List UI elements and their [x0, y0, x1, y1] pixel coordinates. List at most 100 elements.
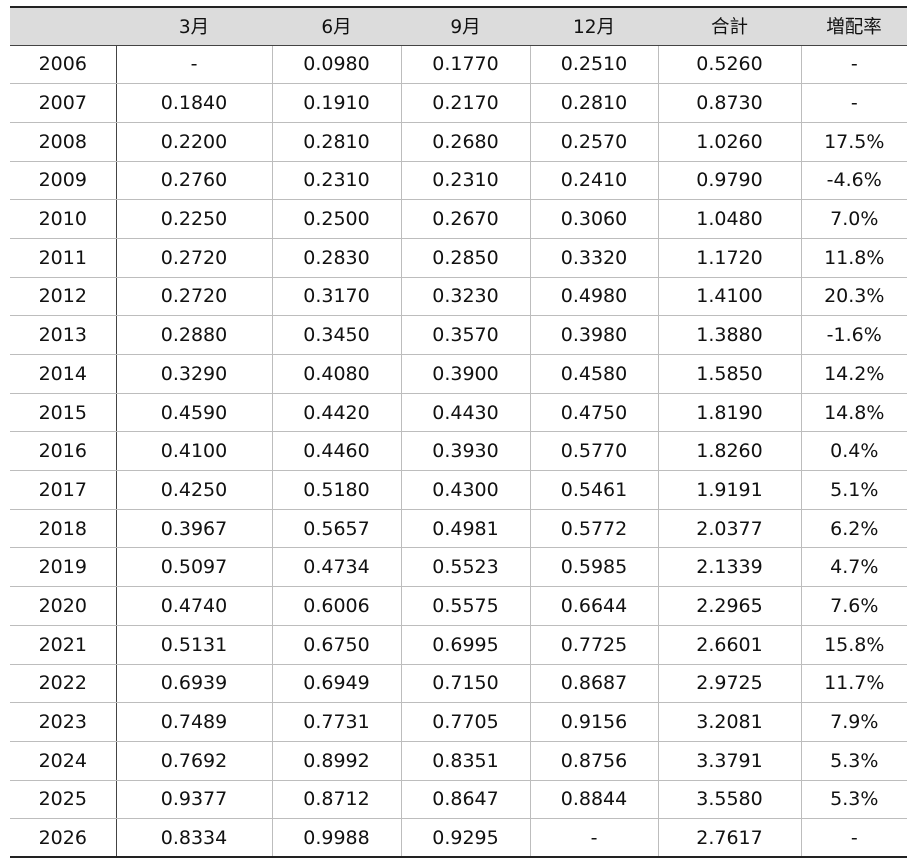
total-cell: 2.2965 — [657, 586, 801, 626]
growth-rate-cell: 5.1% — [800, 470, 907, 510]
december-cell: 0.9156 — [529, 702, 658, 742]
june-cell: 0.2310 — [271, 161, 401, 201]
table-row: 2020 0.4740 0.6006 0.5575 0.6644 2.2965 7.6% — [10, 586, 907, 626]
september-cell: 0.8351 — [400, 741, 530, 781]
december-cell: 0.8756 — [529, 741, 658, 781]
total-cell: 1.3880 — [657, 315, 801, 355]
growth-rate-cell: 7.0% — [800, 199, 907, 239]
march-cell: 0.6939 — [115, 664, 272, 704]
header-total: 合計 — [658, 6, 801, 46]
total-cell: 1.4100 — [657, 277, 801, 317]
year-cell: 2025 — [10, 780, 117, 820]
table-row: 2021 0.5131 0.6750 0.6995 0.7725 2.6601 15.8% — [10, 625, 907, 665]
september-cell: 0.2670 — [400, 199, 530, 239]
table-row: 2025 0.9377 0.8712 0.8647 0.8844 3.5580 5.3% — [10, 780, 907, 820]
year-cell: 2022 — [10, 664, 117, 704]
total-cell: 2.9725 — [657, 664, 801, 704]
march-cell: 0.4100 — [115, 431, 272, 472]
march-cell: 0.2250 — [115, 199, 272, 239]
september-cell: 0.4430 — [400, 393, 530, 433]
growth-rate-cell: 17.5% — [800, 122, 907, 162]
table-row: 2010 0.2250 0.2500 0.2670 0.3060 1.0480 7.0% — [10, 199, 907, 239]
september-cell: 0.4300 — [400, 470, 530, 510]
march-cell: 0.7489 — [115, 702, 272, 742]
june-cell: 0.4420 — [271, 393, 401, 433]
year-cell: 2017 — [10, 470, 117, 510]
june-cell: 0.3170 — [271, 277, 401, 317]
total-cell: 1.1720 — [657, 238, 801, 278]
december-cell: 0.5770 — [529, 431, 658, 472]
december-cell: 0.8687 — [529, 664, 658, 704]
march-cell: 0.2760 — [115, 161, 272, 201]
growth-rate-cell: 6.2% — [800, 509, 907, 549]
march-cell: 0.2880 — [115, 315, 272, 355]
march-cell: 0.7692 — [115, 741, 272, 781]
year-cell: 2009 — [10, 161, 117, 201]
june-cell: 0.3450 — [271, 315, 401, 355]
june-cell: 0.6949 — [271, 664, 401, 704]
year-cell: 2020 — [10, 586, 117, 626]
june-cell: 0.2810 — [271, 122, 401, 162]
december-cell: 0.5461 — [529, 470, 658, 510]
header-september: 9月 — [401, 6, 530, 46]
year-cell: 2007 — [10, 83, 117, 123]
year-cell: 2014 — [10, 354, 117, 394]
growth-rate-cell: 7.6% — [800, 586, 907, 626]
total-cell: 1.5850 — [657, 354, 801, 394]
year-cell: 2012 — [10, 277, 117, 317]
total-cell: 1.9191 — [657, 470, 801, 510]
table-row: 2019 0.5097 0.4734 0.5523 0.5985 2.1339 4.7% — [10, 547, 907, 588]
september-cell: 0.2680 — [400, 122, 530, 162]
june-cell: 0.1910 — [271, 83, 401, 123]
september-cell: 0.6995 — [400, 625, 530, 665]
table-row: 2006-0.0980 0.1770 0.2510 0.5260- — [10, 45, 907, 85]
table-row: 2022 0.6939 0.6949 0.7150 0.8687 2.9725 11.7% — [10, 664, 907, 704]
total-cell: 3.5580 — [657, 780, 801, 820]
june-cell: 0.6750 — [271, 625, 401, 665]
table-row: 2017 0.4250 0.5180 0.4300 0.5461 1.9191 5.1% — [10, 470, 907, 510]
table-row: 2007 0.1840 0.1910 0.2170 0.2810 0.8730- — [10, 83, 907, 123]
year-cell: 2008 — [10, 122, 117, 162]
year-cell: 2023 — [10, 702, 117, 742]
growth-rate-cell: 14.8% — [800, 393, 907, 433]
december-cell: 0.5772 — [529, 509, 658, 549]
december-cell: 0.8844 — [529, 780, 658, 820]
june-cell: 0.8712 — [271, 780, 401, 820]
year-cell: 2006 — [10, 45, 117, 85]
september-cell: 0.3930 — [400, 431, 530, 472]
december-cell: 0.3320 — [529, 238, 658, 278]
growth-rate-cell: 0.4% — [800, 431, 907, 472]
year-cell: 2010 — [10, 199, 117, 239]
growth-rate-cell: 5.3% — [800, 741, 907, 781]
march-cell: - — [115, 45, 272, 85]
december-cell: 0.5985 — [529, 547, 658, 588]
table-header: 3月 6月 9月 12月 合計 増配率 — [10, 6, 907, 46]
table-row: 2015 0.4590 0.4420 0.4430 0.4750 1.8190 14.8% — [10, 393, 907, 433]
year-cell: 2015 — [10, 393, 117, 433]
september-cell: 0.3900 — [400, 354, 530, 394]
december-cell: - — [529, 818, 658, 858]
growth-rate-cell: - — [800, 818, 907, 858]
year-cell: 2011 — [10, 238, 117, 278]
header-june: 6月 — [272, 6, 401, 46]
total-cell: 2.0377 — [657, 509, 801, 549]
total-cell: 0.9790 — [657, 161, 801, 201]
march-cell: 0.4590 — [115, 393, 272, 433]
december-cell: 0.4580 — [529, 354, 658, 394]
march-cell: 0.8334 — [115, 818, 272, 858]
december-cell: 0.2810 — [529, 83, 658, 123]
table-row: 2016 0.4100 0.4460 0.3930 0.5770 1.8260 0.4% — [10, 431, 907, 472]
june-cell: 0.7731 — [271, 702, 401, 742]
june-cell: 0.2830 — [271, 238, 401, 278]
june-cell: 0.4734 — [271, 547, 401, 588]
september-cell: 0.7705 — [400, 702, 530, 742]
table-row: 2014 0.3290 0.4080 0.3900 0.4580 1.5850 14.2% — [10, 354, 907, 394]
june-cell: 0.2500 — [271, 199, 401, 239]
growth-rate-cell: 7.9% — [800, 702, 907, 742]
december-cell: 0.7725 — [529, 625, 658, 665]
march-cell: 0.3967 — [115, 509, 272, 549]
total-cell: 2.6601 — [657, 625, 801, 665]
header-year — [10, 6, 116, 46]
june-cell: 0.5657 — [271, 509, 401, 549]
growth-rate-cell: 20.3% — [800, 277, 907, 317]
